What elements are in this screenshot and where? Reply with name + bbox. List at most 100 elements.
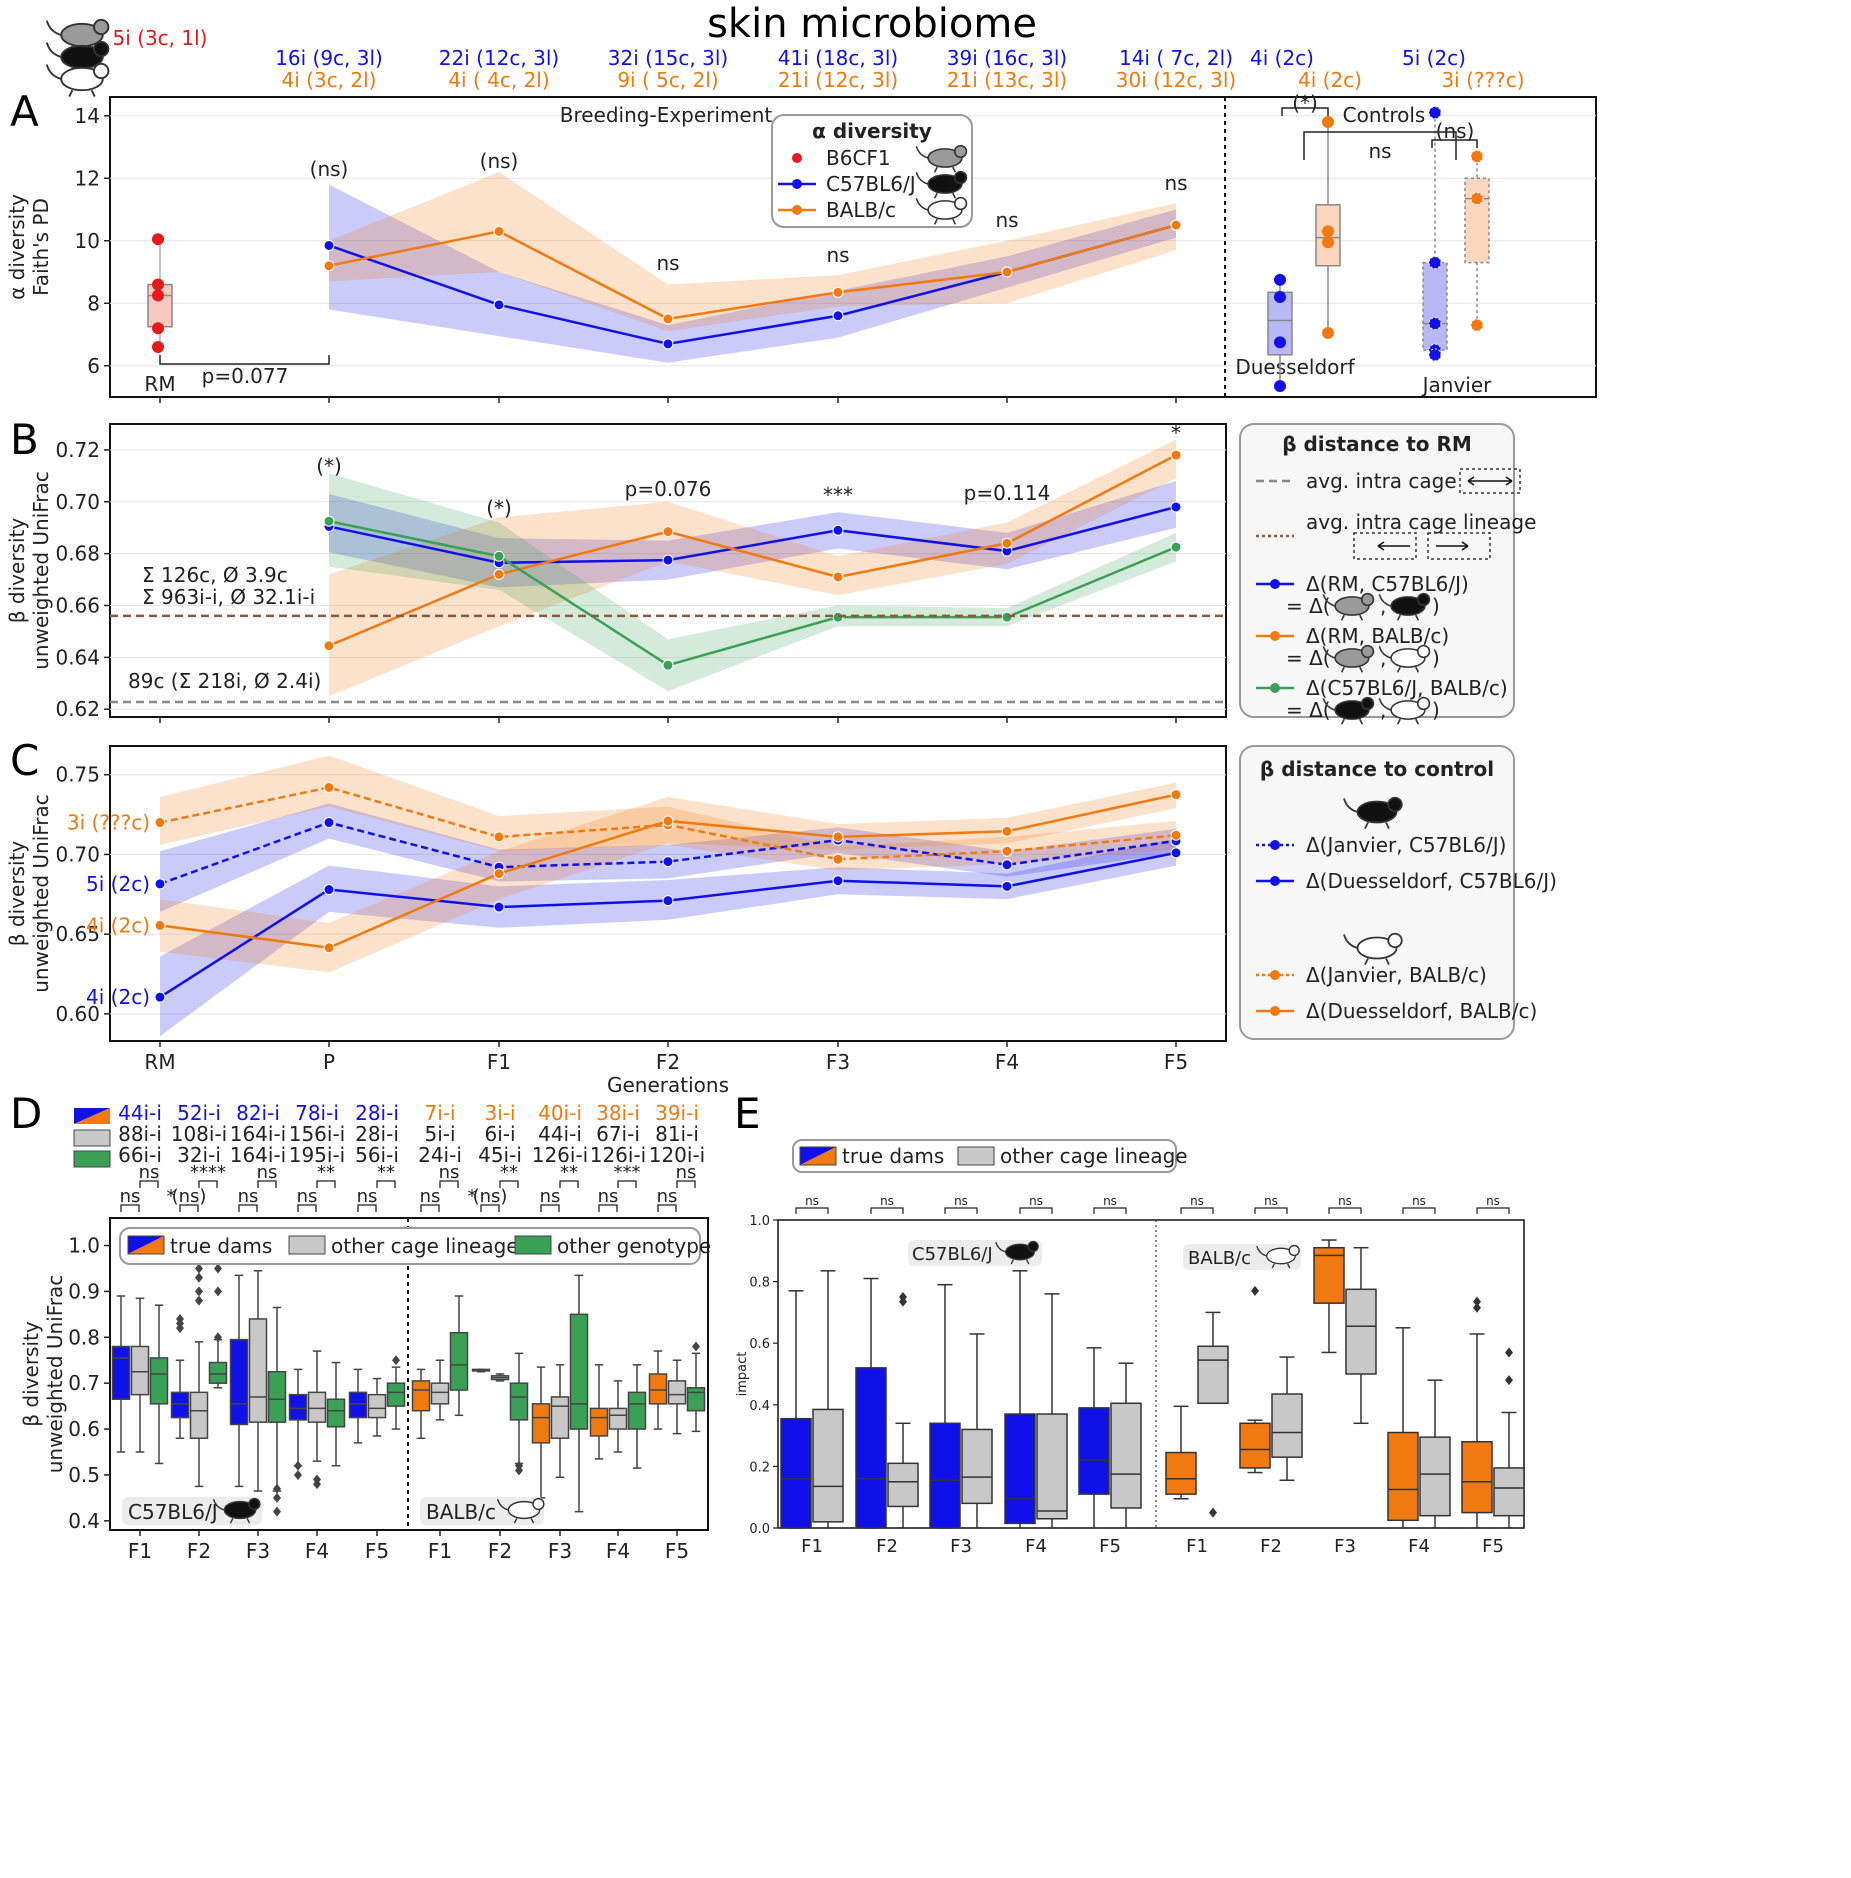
count-label: 81i-i <box>655 1122 699 1146</box>
significance-label: * <box>1171 421 1181 445</box>
y-axis-label: unweighted UniFrac <box>29 471 53 670</box>
control-point <box>1428 106 1442 120</box>
sig-label: ** <box>377 1162 395 1183</box>
b6cf1-mouse-icon <box>45 18 110 54</box>
sig-star: * <box>468 1186 477 1207</box>
sig-bracket <box>1019 1207 1053 1214</box>
significance-label: (ns) <box>310 157 349 181</box>
legend-label: avg. intra cage lineage <box>1306 510 1536 534</box>
series-line <box>328 454 1177 647</box>
box <box>509 1382 529 1421</box>
sig-label: ns <box>540 1186 561 1207</box>
sig-label: ns <box>357 1186 378 1207</box>
rm-label: RM <box>144 372 175 396</box>
sample-count-header: 5i (3c, 1l) 16i (9c, 3l)4i (3c, 2l) 22i (1… <box>45 18 1525 98</box>
legend-label: other cage lineage <box>331 1234 519 1258</box>
bracket-label: ns <box>1368 139 1391 163</box>
outlier <box>294 1469 302 1480</box>
x-tick-label: F5 <box>1164 1050 1188 1074</box>
legend-label: avg. intra cage <box>1306 469 1457 493</box>
rm-p-value: p=0.077 <box>202 364 289 388</box>
x-tick-label: F2 <box>1260 1536 1282 1557</box>
x-tick-label: F4 <box>305 1539 329 1563</box>
box <box>531 1403 551 1444</box>
sig-label: ns <box>238 1186 259 1207</box>
y-axis-label: β diversity <box>5 518 29 624</box>
count-swatch <box>74 1108 110 1124</box>
bracket <box>1431 139 1478 148</box>
outlier <box>1505 1347 1513 1358</box>
series-point <box>832 524 844 536</box>
y-tick-label: 8 <box>87 291 100 315</box>
balbc-count-label: 9i ( 5c, 2l) <box>617 68 718 92</box>
count-label: 126i-i <box>532 1143 589 1167</box>
outlier <box>1505 1375 1513 1386</box>
series-point <box>1170 541 1182 553</box>
mouse-tail <box>1322 646 1336 659</box>
y-tick-label: 6 <box>87 354 100 378</box>
control-point <box>1428 348 1442 362</box>
y-tick-label: 0.66 <box>55 594 100 618</box>
sig-label: ns <box>439 1162 460 1183</box>
panel-letter-d: D <box>10 1089 42 1138</box>
panel-b-beta-distance-rm: B 0.62 0.64 0.66 0.68 0.70 0.72 β diversity unwe… <box>5 415 1536 725</box>
outlier <box>515 1460 523 1471</box>
sig-bracket <box>795 1207 829 1214</box>
y-axis-label: β diversity <box>19 1321 43 1427</box>
series-point <box>1001 845 1013 857</box>
control-point <box>1274 273 1286 286</box>
series-point <box>662 338 674 350</box>
count-label: 40i-i <box>538 1101 582 1125</box>
mouse-legs <box>1364 822 1390 829</box>
y-tick-label: 0.5 <box>68 1463 100 1487</box>
series-point <box>154 817 166 829</box>
legend-label: ) <box>1432 698 1440 722</box>
legend-label: true dams <box>842 1144 944 1168</box>
sig-bracket <box>499 1180 519 1188</box>
breeding-label: Breeding-Experiment <box>560 103 773 127</box>
c57bl6-count-label: 22i (12c, 3l) <box>439 46 559 70</box>
series-point <box>832 875 844 887</box>
series-line <box>328 223 1177 321</box>
series-line <box>328 520 1177 667</box>
legend-mouse-icon <box>1378 592 1431 621</box>
outlier <box>195 1295 203 1306</box>
mouse-legs <box>229 1518 251 1524</box>
sig-bracket <box>179 1204 199 1212</box>
sig-label: ns <box>805 1194 819 1208</box>
control-point <box>1470 192 1484 206</box>
box <box>589 1407 609 1437</box>
x-tick-label: F3 <box>246 1539 270 1563</box>
legend-marker <box>1270 876 1280 886</box>
x-tick-label: F2 <box>488 1539 512 1563</box>
y-tick-label: 0.9 <box>68 1279 100 1303</box>
sig-bracket <box>1254 1207 1288 1214</box>
outlier <box>1209 1507 1217 1518</box>
x-tick-label: F3 <box>1334 1536 1356 1557</box>
legend-label: ) <box>1432 594 1440 618</box>
sig-label: ns <box>954 1194 968 1208</box>
panel-c-beta-distance-control: C 0.60 0.65 0.70 0.75 β diversity unweighted U… <box>5 736 1557 1097</box>
x-tick-label: F5 <box>665 1539 689 1563</box>
arrow-icon <box>1436 541 1469 551</box>
outlier <box>294 1460 302 1471</box>
y-axis-label: unweighted UniFrac <box>29 794 53 993</box>
series-point <box>1001 880 1013 892</box>
y-axis-label: Faith's PD <box>29 198 53 296</box>
legend-label: Δ(Duesseldorf, C57BL6/J) <box>1306 869 1557 893</box>
box <box>326 1398 346 1428</box>
series-point <box>493 568 505 580</box>
legend-marker <box>792 179 802 189</box>
series-point <box>493 868 505 880</box>
legend-swatch <box>514 1235 552 1255</box>
mouse-legs <box>1340 666 1364 673</box>
sig-label: ns <box>1412 1194 1426 1208</box>
box <box>569 1313 589 1430</box>
c57bl6-count-label: 32i (15c, 3l) <box>608 46 728 70</box>
y-tick-label: 0.60 <box>55 1002 100 1026</box>
panel-d-legend: true dams other cage lineage other genotyp… <box>119 1227 711 1265</box>
ci-band <box>160 755 1176 871</box>
janvier-label: Janvier <box>1421 373 1493 397</box>
